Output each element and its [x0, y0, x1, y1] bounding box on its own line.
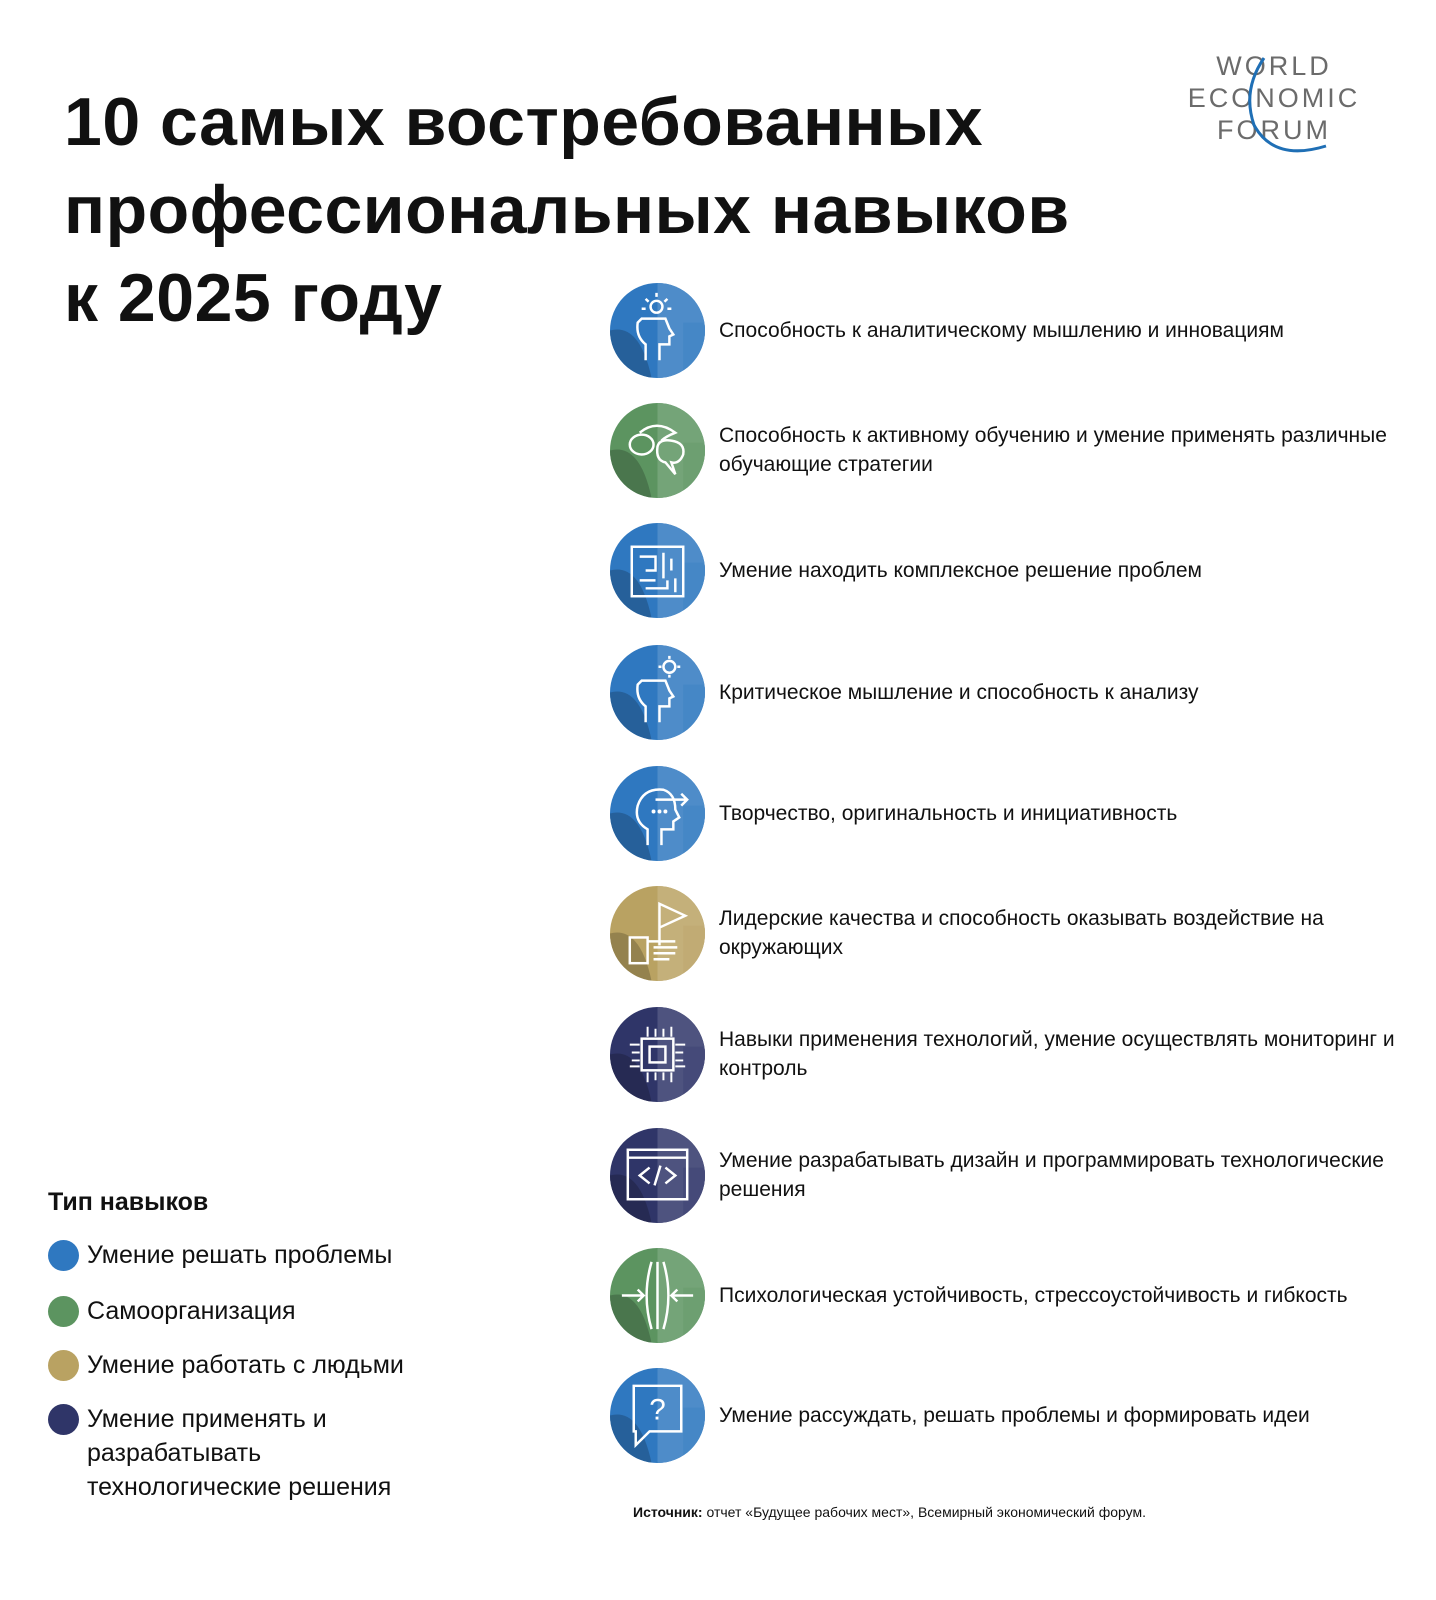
- question-bubble-icon: ?: [610, 1367, 705, 1463]
- legend-item: Самоорганизация: [48, 1294, 296, 1328]
- legend-label: Умение работать с людьми: [87, 1351, 404, 1379]
- legend-dot-icon: [48, 1350, 79, 1381]
- skill-item: ? Умение рассуждать, решать проблемы и ф…: [610, 1367, 1410, 1463]
- skill-item: Творчество, оригинальность и инициативно…: [610, 765, 1410, 861]
- skill-item: Критическое мышление и способность к ана…: [610, 644, 1410, 740]
- logo-line: WORLD: [1216, 51, 1332, 81]
- head-gear-icon: [610, 644, 705, 740]
- logo-line: ECONOMIC: [1187, 83, 1361, 113]
- skill-label: Навыки применения технологий, умение осу…: [719, 1028, 1395, 1080]
- skill-label: Критическое мышление и способность к ана…: [719, 680, 1199, 704]
- legend-item: Умение применять и разрабатывать техноло…: [48, 1402, 408, 1504]
- wef-logo: WORLD ECONOMIC FORUM: [1184, 50, 1364, 153]
- skill-label: Способность к активному обучению и умени…: [719, 424, 1387, 476]
- arrows-resilience-icon: [610, 1247, 705, 1343]
- skill-label: Умение рассуждать, решать проблемы и фор…: [719, 1403, 1310, 1427]
- source-text: отчет «Будущее рабочих мест», Всемирный …: [706, 1504, 1147, 1520]
- title-line: 10 самых востребованных: [64, 84, 984, 160]
- skill-label: Лидерские качества и способность оказыва…: [719, 907, 1324, 959]
- skill-label: Творчество, оригинальность и инициативно…: [719, 801, 1178, 825]
- title-line: к 2025 году: [64, 260, 443, 336]
- skill-label: Способность к аналитическому мышлению и …: [719, 318, 1284, 342]
- page-title: 10 самых востребованных профессиональных…: [64, 78, 1070, 342]
- svg-text:?: ?: [649, 1393, 666, 1426]
- source-note: Источник: отчет «Будущее рабочих мест», …: [633, 1504, 1146, 1520]
- legend-dot-icon: [48, 1404, 79, 1435]
- skill-item: Способность к активному обучению и умени…: [610, 402, 1410, 498]
- legend-item: Умение решать проблемы: [48, 1238, 392, 1272]
- code-window-icon: [610, 1127, 705, 1223]
- skill-item: Лидерские качества и способность оказыва…: [610, 885, 1410, 981]
- skill-item: Умение разрабатывать дизайн и программир…: [610, 1127, 1410, 1223]
- legend-title: Тип навыков: [48, 1188, 209, 1216]
- head-arrow-icon: [610, 765, 705, 861]
- legend-item: Умение работать с людьми: [48, 1348, 404, 1382]
- chip-icon: [610, 1006, 705, 1102]
- title-line: профессиональных навыков: [64, 172, 1070, 248]
- skill-label: Психологическая устойчивость, стрессоуст…: [719, 1283, 1348, 1307]
- head-lightbulb-icon: [610, 282, 705, 378]
- skill-item: Психологическая устойчивость, стрессоуст…: [610, 1247, 1410, 1343]
- legend-label: Умение применять и разрабатывать техноло…: [87, 1405, 392, 1501]
- source-label: Источник:: [633, 1504, 703, 1520]
- logo-line: FORUM: [1217, 115, 1331, 145]
- skill-item: Навыки применения технологий, умение осу…: [610, 1006, 1410, 1102]
- brain-speech-icon: [610, 402, 705, 498]
- legend-dot-icon: [48, 1296, 79, 1327]
- skill-item: Способность к аналитическому мышлению и …: [610, 282, 1410, 378]
- legend-dot-icon: [48, 1240, 79, 1271]
- skill-item: Умение находить комплексное решение проб…: [610, 522, 1410, 618]
- maze-icon: [610, 522, 705, 618]
- legend-label: Самоорганизация: [87, 1297, 296, 1325]
- legend-label: Умение решать проблемы: [87, 1241, 393, 1269]
- skill-label: Умение разрабатывать дизайн и программир…: [719, 1149, 1384, 1201]
- hand-flag-icon: [610, 885, 705, 981]
- logo-arc-icon: [1248, 57, 1327, 153]
- skill-label: Умение находить комплексное решение проб…: [719, 558, 1202, 582]
